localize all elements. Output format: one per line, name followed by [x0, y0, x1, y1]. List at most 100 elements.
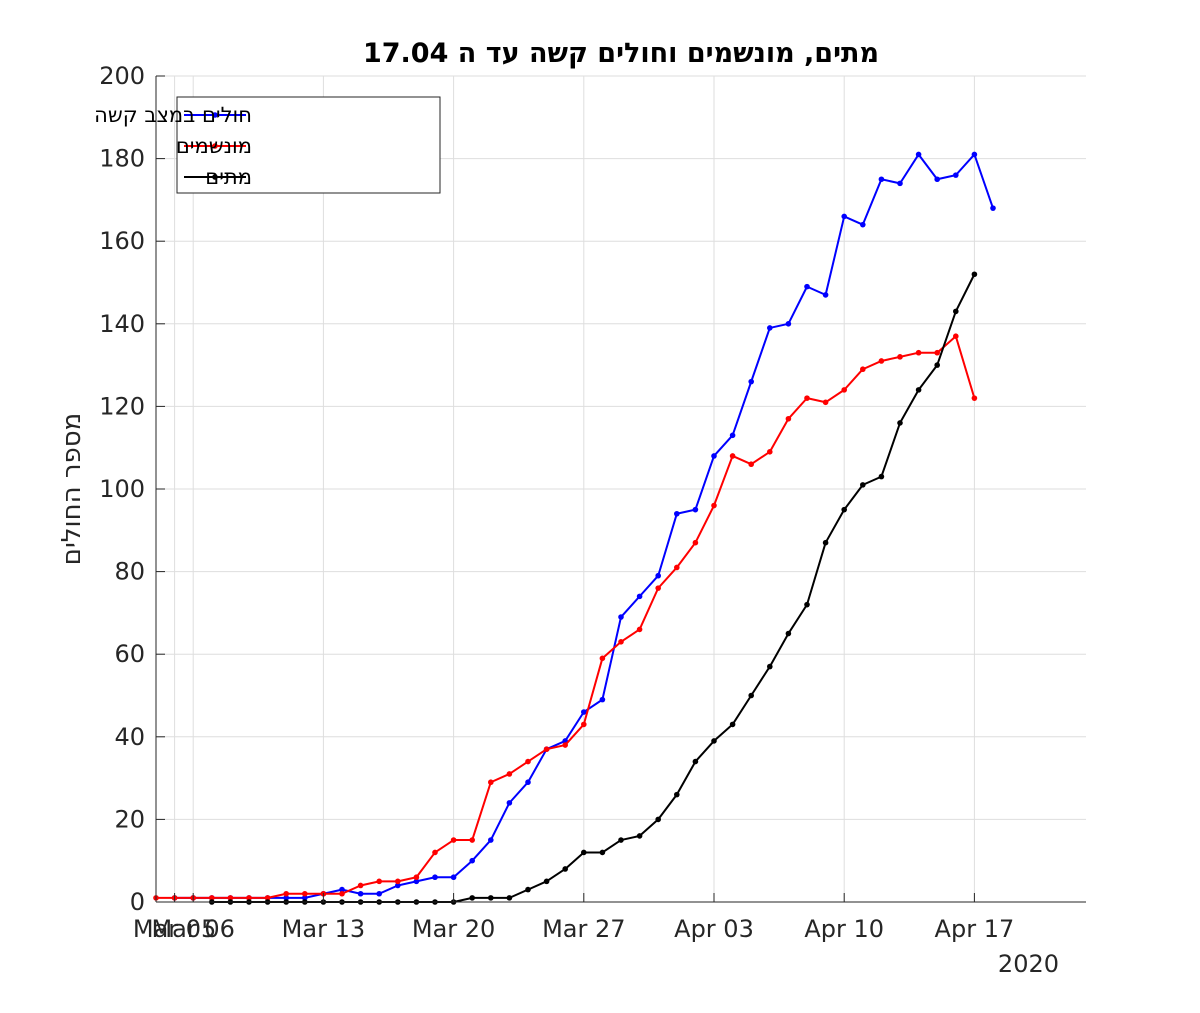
data-point	[525, 886, 531, 893]
data-point	[543, 746, 550, 752]
data-point	[339, 890, 345, 897]
series-1	[153, 333, 978, 901]
data-point	[488, 837, 494, 843]
y-tick-label: 100	[99, 475, 145, 503]
data-point	[804, 395, 810, 401]
data-point	[897, 420, 903, 426]
data-point	[878, 176, 885, 183]
x-tick-label: Mar 20	[412, 915, 495, 943]
y-tick-label: 20	[114, 805, 145, 833]
data-point	[581, 709, 587, 715]
y-tick-label: 0	[130, 888, 145, 916]
legend-entry-severe: חולים במצב קשה	[94, 103, 252, 127]
data-point	[469, 857, 476, 864]
data-point	[525, 758, 531, 765]
data-point	[525, 779, 531, 786]
data-point	[413, 874, 420, 881]
data-point	[302, 890, 308, 897]
data-point	[748, 461, 754, 468]
data-point	[934, 176, 940, 183]
data-point	[339, 886, 345, 893]
data-point	[506, 771, 513, 777]
data-point	[674, 791, 680, 798]
x-tick-label: Mar 05	[133, 915, 216, 943]
data-point	[822, 539, 829, 546]
y-tick-label: 60	[114, 640, 145, 668]
data-point	[302, 895, 308, 901]
x-tick-label: Mar 13	[282, 915, 365, 943]
legend: חולים במצב קשה מונשמים מתים	[94, 96, 441, 194]
data-point	[785, 630, 792, 637]
legend-label-deaths: מתים	[205, 165, 252, 189]
data-point	[376, 878, 383, 885]
data-point	[357, 882, 364, 889]
data-point	[357, 890, 364, 897]
data-point	[953, 172, 959, 178]
data-point	[748, 692, 754, 699]
data-point	[599, 849, 606, 856]
legend-entry-ventilated: מונשמים	[176, 134, 252, 158]
data-point	[785, 321, 792, 327]
data-point	[729, 721, 736, 728]
data-point	[283, 895, 290, 901]
data-point	[562, 866, 568, 872]
x-tick-label: Mar 06	[151, 915, 234, 943]
x-tick-label: Apr 03	[674, 915, 754, 943]
data-point	[990, 205, 996, 211]
y-tick-label: 120	[99, 392, 145, 420]
legend-label-ventilated: מונשמים	[176, 134, 252, 158]
data-point	[562, 742, 568, 748]
data-point	[711, 453, 717, 459]
data-point	[767, 325, 773, 331]
chart-title: מתים, מונשמים וחולים קשה עד ה 17.04	[363, 38, 879, 69]
y-tick-label: 160	[99, 227, 145, 255]
data-point	[804, 283, 810, 290]
data-point	[432, 849, 438, 856]
x-tick-label: Apr 10	[804, 915, 884, 943]
data-point	[860, 221, 866, 228]
data-point	[971, 271, 978, 278]
data-point	[432, 874, 438, 881]
series-layer	[153, 151, 996, 905]
data-point	[897, 180, 903, 187]
data-point	[971, 395, 978, 401]
data-point	[413, 878, 420, 885]
data-point	[283, 890, 290, 897]
data-point	[488, 779, 494, 786]
data-point	[822, 399, 829, 406]
data-point	[618, 639, 624, 645]
data-point	[711, 738, 717, 744]
data-point	[915, 349, 922, 356]
data-point	[450, 874, 457, 881]
y-tick-label: 140	[99, 310, 145, 338]
legend-entry-deaths: מתים	[184, 165, 252, 189]
data-point	[860, 366, 866, 373]
data-point	[227, 895, 234, 901]
data-point	[674, 510, 680, 517]
data-point	[953, 308, 959, 315]
data-point	[209, 895, 215, 901]
data-point	[729, 432, 736, 439]
legend-marker-deaths	[212, 174, 218, 180]
data-point	[878, 358, 885, 364]
x-axis-year-label: 2020	[998, 950, 1059, 978]
x-tick-label: Apr 17	[935, 915, 1015, 943]
y-axis-label: מספר החולים	[57, 413, 87, 566]
data-point	[395, 878, 401, 885]
data-point	[246, 895, 252, 901]
y-tick-label: 200	[99, 62, 145, 90]
data-point	[729, 453, 736, 459]
y-tick-label: 80	[114, 558, 145, 586]
legend-marker-ventilated	[212, 143, 218, 149]
data-point	[395, 882, 401, 889]
data-point	[655, 585, 661, 591]
data-point	[655, 572, 661, 579]
data-point	[841, 213, 847, 220]
data-point	[748, 378, 754, 385]
data-point	[897, 354, 903, 360]
data-point	[636, 593, 643, 600]
data-point	[767, 449, 773, 455]
y-tick-label: 180	[99, 145, 145, 173]
x-tick-label: Mar 27	[542, 915, 625, 943]
